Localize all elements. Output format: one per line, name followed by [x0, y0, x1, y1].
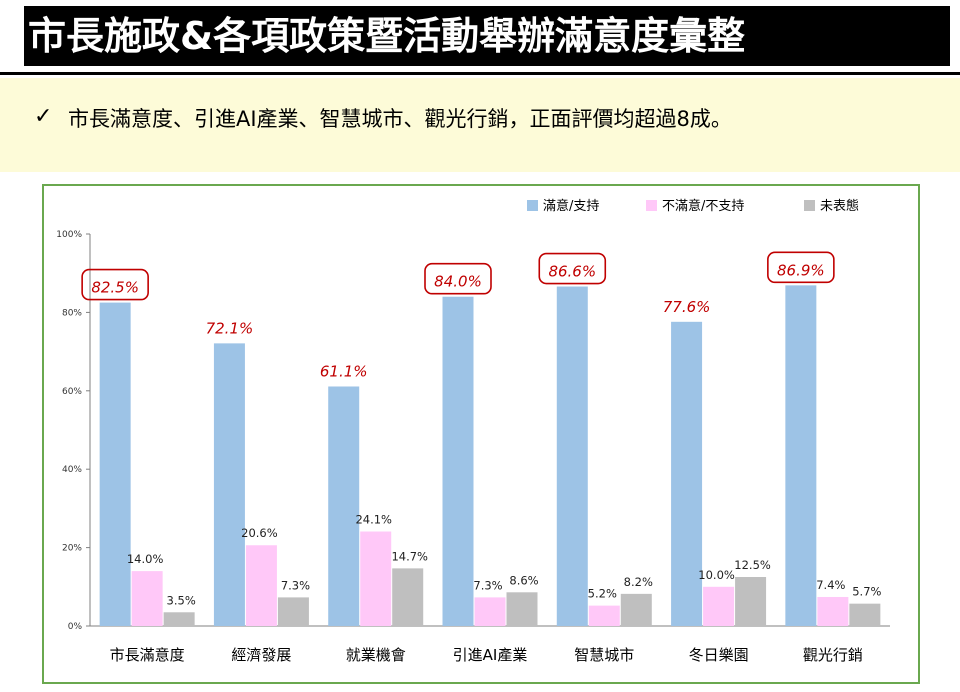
- data-label-no-opinion: 8.6%: [509, 573, 538, 587]
- legend-swatch: [527, 200, 538, 211]
- chart-frame: 0% 20% 40% 60% 80% 100% 82.5% 14.0% 3.5% 市長滿意度 72.…: [42, 184, 920, 684]
- data-label-satisfied: 82.5%: [91, 279, 139, 297]
- bar-no-opinion: [392, 568, 424, 626]
- data-label-satisfied: 77.6%: [663, 298, 711, 316]
- bar-no-opinion: [849, 603, 881, 626]
- legend-label: 未表態: [820, 198, 859, 214]
- data-label-satisfied: 84.0%: [434, 273, 482, 291]
- y-tick-label: 20%: [62, 544, 82, 554]
- bar-satisfied: [328, 386, 360, 626]
- legend-label: 滿意/支持: [543, 198, 599, 214]
- y-tick-label: 40%: [62, 465, 82, 475]
- data-label-no-opinion: 14.7%: [391, 549, 428, 563]
- data-label-satisfied: 86.9%: [777, 261, 825, 279]
- legend-swatch: [804, 200, 815, 211]
- highlight-box: [538, 252, 607, 285]
- data-label-dissatisfied: 7.4%: [816, 578, 845, 592]
- bar-dissatisfied: [588, 605, 620, 626]
- bar-dissatisfied: [474, 597, 506, 626]
- category-label: 智慧城市: [574, 646, 634, 664]
- bar-satisfied: [671, 321, 703, 626]
- check-icon: ✓: [34, 104, 53, 129]
- legend-label: 不滿意/不支持: [662, 198, 744, 214]
- category-label: 冬日樂園: [689, 646, 749, 664]
- highlight-box: [767, 251, 835, 284]
- bar-no-opinion: [277, 597, 309, 626]
- data-label-dissatisfied: 20.6%: [241, 526, 278, 540]
- category-label: 觀光行銷: [803, 646, 863, 664]
- y-tick-label: 0%: [68, 622, 83, 632]
- bar-dissatisfied: [360, 531, 392, 626]
- data-label-no-opinion: 8.2%: [624, 575, 653, 589]
- bar-satisfied: [442, 296, 474, 626]
- data-label-dissatisfied: 5.2%: [588, 587, 617, 601]
- bar-no-opinion: [506, 592, 538, 626]
- category-label: 市長滿意度: [110, 646, 185, 664]
- bar-dissatisfied: [817, 596, 849, 626]
- bar-dissatisfied: [703, 586, 735, 626]
- bar-dissatisfied: [245, 545, 277, 626]
- category-label: 就業機會: [346, 646, 406, 664]
- legend-swatch: [646, 200, 657, 211]
- data-label-dissatisfied: 14.0%: [127, 552, 164, 566]
- summary-band: [0, 78, 960, 172]
- data-label-dissatisfied: 7.3%: [473, 578, 502, 592]
- y-tick-label: 60%: [62, 387, 82, 397]
- data-label-satisfied: 86.6%: [548, 263, 596, 281]
- summary-text: 市長滿意度、引進AI產業、智慧城市、觀光行銷，正面評價均超過8成。: [68, 107, 732, 131]
- y-tick-label: 80%: [62, 308, 82, 318]
- title-divider: [0, 72, 960, 75]
- highlight-box: [424, 262, 492, 295]
- bar-no-opinion: [735, 577, 767, 626]
- highlight-box: [81, 268, 149, 301]
- category-label: 引進AI產業: [453, 646, 528, 664]
- bar-satisfied: [785, 285, 817, 626]
- data-label-no-opinion: 7.3%: [281, 578, 310, 592]
- category-label: 經濟發展: [231, 646, 291, 664]
- data-label-satisfied: 72.1%: [206, 319, 254, 337]
- slide-title: 市長施政&各項政策暨活動舉辦滿意度彙整: [24, 6, 950, 66]
- bar-no-opinion: [620, 593, 652, 626]
- data-label-dissatisfied: 24.1%: [355, 513, 392, 527]
- data-label-dissatisfied: 10.0%: [698, 568, 735, 582]
- bar-dissatisfied: [131, 571, 163, 626]
- bar-chart: 0% 20% 40% 60% 80% 100% 82.5% 14.0% 3.5% 市長滿意度 72.…: [56, 198, 890, 664]
- bar-no-opinion: [163, 612, 195, 626]
- data-label-no-opinion: 3.5%: [167, 593, 196, 607]
- data-label-no-opinion: 5.7%: [852, 585, 881, 599]
- data-label-satisfied: 61.1%: [320, 362, 368, 380]
- bar-satisfied: [556, 286, 588, 626]
- data-label-no-opinion: 12.5%: [734, 558, 771, 572]
- bar-satisfied: [99, 302, 131, 626]
- bar-satisfied: [213, 343, 245, 626]
- y-tick-label: 100%: [56, 230, 82, 240]
